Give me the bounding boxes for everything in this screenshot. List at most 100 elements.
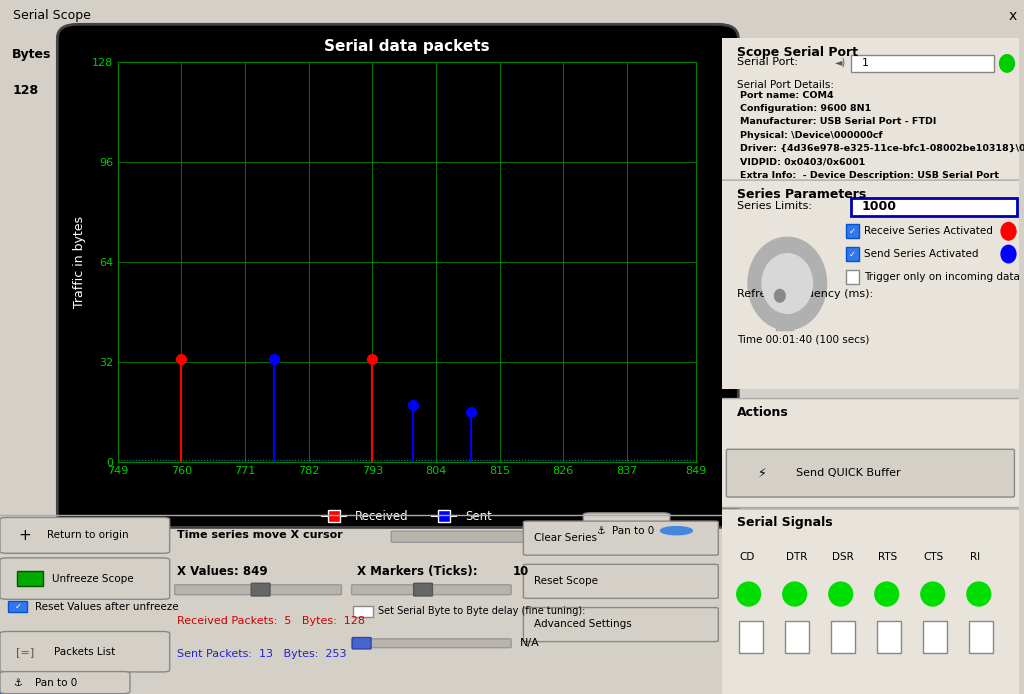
Text: Serial Port Details:: Serial Port Details: (736, 81, 834, 90)
Text: Send Series Activated: Send Series Activated (864, 249, 979, 259)
Text: Serial Signals: Serial Signals (736, 516, 833, 530)
FancyBboxPatch shape (352, 638, 371, 649)
Text: Series Parameters: Series Parameters (736, 188, 866, 201)
Text: Physical: \Device\000000cf: Physical: \Device\000000cf (739, 130, 883, 139)
Text: X Values: 849: X Values: 849 (177, 565, 267, 577)
Text: DTR: DTR (785, 552, 807, 561)
FancyBboxPatch shape (523, 521, 718, 555)
Circle shape (921, 582, 944, 606)
Circle shape (749, 238, 825, 329)
Text: Trigger only on incoming data: Trigger only on incoming data (864, 272, 1020, 282)
FancyBboxPatch shape (0, 672, 130, 693)
Text: Time 00:01:40 (100 secs): Time 00:01:40 (100 secs) (736, 335, 869, 344)
Text: ✓: ✓ (849, 227, 856, 236)
Circle shape (967, 582, 990, 606)
Circle shape (737, 582, 761, 606)
Text: Scope Serial Port: Scope Serial Port (736, 46, 858, 59)
Text: Driver: {4d36e978-e325-11ce-bfc1-08002be10318}\0002: Driver: {4d36e978-e325-11ce-bfc1-08002be… (739, 144, 1024, 153)
Text: ⚓: ⚓ (596, 525, 605, 536)
FancyBboxPatch shape (719, 509, 1022, 694)
Circle shape (1001, 245, 1016, 263)
FancyBboxPatch shape (8, 601, 28, 612)
Text: CTS: CTS (924, 552, 944, 561)
Text: ✓: ✓ (14, 602, 22, 611)
Text: Extra Info:  - Device Description: USB Serial Port: Extra Info: - Device Description: USB Se… (739, 171, 998, 180)
Text: Serial Port:: Serial Port: (736, 58, 798, 67)
Text: CD: CD (739, 552, 755, 561)
Legend: Received, Sent: Received, Sent (317, 505, 497, 527)
Text: X Markers (Ticks):: X Markers (Ticks): (357, 565, 478, 577)
Text: [=]: [=] (16, 647, 34, 657)
Text: Sent Packets:  13   Bytes:  253: Sent Packets: 13 Bytes: 253 (177, 649, 346, 659)
Text: Clear Series: Clear Series (535, 533, 597, 543)
Text: Refresh Frequency (ms):: Refresh Frequency (ms): (736, 289, 872, 298)
Text: N/A: N/A (520, 638, 540, 648)
Circle shape (660, 527, 692, 535)
Text: Set Serial Byte to Byte delay (fine tuning):: Set Serial Byte to Byte delay (fine tuni… (378, 607, 586, 616)
Text: RTS: RTS (878, 552, 897, 561)
FancyBboxPatch shape (784, 622, 809, 653)
FancyBboxPatch shape (719, 180, 1022, 392)
Text: VIDPID: 0x0403/0x6001: VIDPID: 0x0403/0x6001 (739, 158, 865, 167)
FancyBboxPatch shape (584, 513, 670, 550)
FancyBboxPatch shape (830, 622, 855, 653)
FancyBboxPatch shape (414, 583, 432, 596)
FancyBboxPatch shape (847, 224, 859, 238)
Text: i: i (675, 525, 678, 536)
FancyBboxPatch shape (847, 247, 859, 261)
Text: x: x (1009, 8, 1017, 23)
Text: Serial Scope: Serial Scope (5, 9, 91, 22)
Text: Series Limits:: Series Limits: (736, 201, 812, 211)
FancyBboxPatch shape (739, 622, 763, 653)
Text: 1: 1 (861, 58, 868, 69)
FancyBboxPatch shape (719, 36, 1022, 184)
Text: 10: 10 (513, 565, 528, 577)
Text: Manufacturer: USB Serial Port - FTDI: Manufacturer: USB Serial Port - FTDI (739, 117, 936, 126)
FancyBboxPatch shape (877, 622, 901, 653)
FancyBboxPatch shape (391, 531, 572, 542)
Circle shape (782, 582, 807, 606)
Text: Unfreeze Scope: Unfreeze Scope (52, 573, 133, 584)
Circle shape (999, 55, 1015, 72)
Circle shape (1001, 223, 1016, 240)
FancyBboxPatch shape (726, 449, 1015, 497)
Text: Configuration: 9600 8N1: Configuration: 9600 8N1 (739, 104, 871, 113)
Circle shape (874, 582, 899, 606)
Y-axis label: Traffic in bytes: Traffic in bytes (73, 216, 86, 308)
Text: +: + (18, 528, 31, 543)
FancyBboxPatch shape (251, 583, 270, 596)
Text: Return to origin: Return to origin (47, 530, 129, 541)
Text: Time series move X cursor: Time series move X cursor (177, 530, 343, 541)
FancyBboxPatch shape (0, 632, 170, 672)
Text: DSR: DSR (831, 552, 854, 561)
Text: Advanced Settings: Advanced Settings (535, 620, 632, 629)
FancyBboxPatch shape (0, 674, 66, 694)
FancyBboxPatch shape (923, 622, 947, 653)
FancyBboxPatch shape (719, 398, 1022, 507)
Text: Pan to 0: Pan to 0 (35, 677, 77, 688)
FancyBboxPatch shape (776, 304, 784, 330)
FancyBboxPatch shape (969, 622, 993, 653)
Text: Received Packets:  5   Bytes:  128: Received Packets: 5 Bytes: 128 (177, 616, 365, 626)
FancyBboxPatch shape (785, 304, 793, 330)
Text: Reset Scope: Reset Scope (535, 576, 598, 586)
FancyBboxPatch shape (0, 558, 170, 600)
FancyBboxPatch shape (851, 198, 1018, 216)
FancyBboxPatch shape (549, 530, 567, 544)
Text: Reset Values after unfreeze: Reset Values after unfreeze (35, 602, 178, 612)
FancyBboxPatch shape (523, 607, 718, 641)
Circle shape (762, 254, 812, 313)
FancyBboxPatch shape (353, 606, 373, 617)
Circle shape (774, 289, 785, 302)
FancyBboxPatch shape (175, 585, 341, 595)
Text: Receive Series Activated: Receive Series Activated (864, 226, 993, 236)
FancyBboxPatch shape (523, 564, 718, 598)
FancyBboxPatch shape (0, 518, 170, 553)
Text: ⚓: ⚓ (13, 677, 22, 688)
Text: ⚡: ⚡ (758, 466, 766, 480)
FancyBboxPatch shape (16, 571, 43, 586)
Text: 1000: 1000 (861, 200, 896, 213)
Circle shape (828, 582, 853, 606)
Text: ◄): ◄) (836, 57, 846, 67)
Text: 128: 128 (12, 85, 39, 97)
